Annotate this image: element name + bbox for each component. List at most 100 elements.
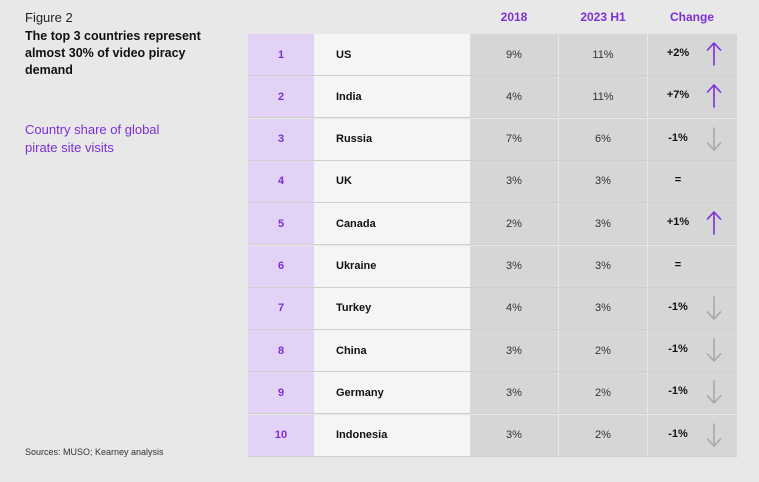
table-row: 6 Ukraine 3% 3% = [248,245,737,288]
column-gap [558,34,559,75]
change-cell: +1% [648,203,737,245]
table-row: 1 US 9% 11% +2% [248,34,737,76]
arrow-up-icon [706,42,722,66]
column-gap [647,287,648,329]
country-cell: Germany [314,372,470,414]
rank-cell: 5 [248,203,314,245]
value-2023-cell: 3% [559,287,647,329]
arrow-down-icon [706,380,722,405]
change-cell: -1% [648,330,737,372]
column-gap [647,414,648,456]
value-2023-cell: 3% [559,245,647,287]
row-divider [248,286,737,288]
value-2018-cell: 3% [470,330,558,372]
column-header-2018: 2018 [500,10,528,24]
column-gap [558,160,559,202]
value-2023-cell: 11% [559,34,647,75]
change-cell: = [648,245,737,287]
rank-cell: 4 [248,160,314,202]
country-cell: Indonesia [314,414,470,456]
value-2018-cell: 3% [470,414,558,456]
column-gap [558,76,559,118]
change-value: -1% [668,385,688,398]
value-2023-cell: 2% [559,414,647,456]
arrow-down-icon [706,422,722,447]
column-gap [558,287,559,329]
column-gap [647,245,648,287]
arrow-up-icon [706,84,722,109]
change-cell: = [648,160,737,202]
arrow-down-icon [706,295,722,320]
chart-title: The top 3 countries represent almost 30%… [25,29,201,77]
table-row: 8 China 3% 2% -1% [248,330,737,373]
change-cell: -1% [648,118,737,160]
column-header-change: Change [669,10,714,24]
rank-cell: 3 [248,118,314,160]
row-divider [248,201,737,203]
column-gap [647,330,648,372]
country-cell: China [314,330,470,372]
value-2018-cell: 3% [470,245,558,287]
column-gap [558,245,559,287]
column-gap [647,76,648,118]
country-share-table: 1 US 9% 11% +2% 2 India 4% 11% +7% 3 Russia 7% 6% -1% 4… [248,34,737,457]
figure-label: Figure 2 [25,10,73,25]
country-cell: US [314,34,470,75]
column-gap [558,372,559,414]
change-value: +1% [666,216,690,229]
change-cell: -1% [648,372,737,414]
column-gap [647,118,648,160]
column-gap [647,372,648,414]
value-2018-cell: 2% [470,203,558,245]
value-2018-cell: 4% [470,287,558,329]
arrow-up-icon [706,211,722,235]
value-2018-cell: 7% [470,118,558,160]
column-gap [647,203,648,245]
value-2018-cell: 4% [470,76,558,118]
column-gap [647,160,648,202]
column-gap [558,414,559,456]
change-value: +2% [666,47,690,59]
change-value: +7% [666,89,690,102]
rank-cell: 8 [248,330,314,372]
country-cell: Turkey [314,287,470,329]
change-value: -1% [668,300,688,313]
table-row: 3 Russia 7% 6% -1% [248,118,737,161]
rank-cell: 7 [248,287,314,329]
column-gap [558,203,559,245]
rank-cell: 2 [248,76,314,118]
country-cell: Canada [314,203,470,245]
row-divider [248,117,737,119]
change-cell: +7% [648,76,737,118]
table-row: 10 Indonesia 3% 2% -1% [248,414,737,457]
row-divider [248,413,737,415]
country-cell: Ukraine [314,245,470,287]
row-divider [248,75,737,76]
table-row: 9 Germany 3% 2% -1% [248,372,737,415]
value-2018-cell: 3% [470,160,558,202]
change-cell: -1% [648,414,737,456]
value-2023-cell: 2% [559,330,647,372]
value-2018-cell: 3% [470,372,558,414]
rank-cell: 9 [248,372,314,414]
change-value: -1% [668,427,688,440]
chart-subtitle: Country share of global pirate site visi… [25,122,160,155]
change-cell: -1% [648,287,737,329]
table-row: 2 India 4% 11% +7% [248,76,737,119]
country-cell: Russia [314,118,470,160]
change-value: = [674,173,682,186]
rank-cell: 10 [248,414,314,456]
value-2023-cell: 2% [559,372,647,414]
country-cell: UK [314,160,470,202]
column-gap [558,330,559,372]
column-header-2023: 2023 H1 [580,10,626,24]
row-divider [248,371,737,373]
arrow-down-icon [706,338,722,362]
table-row: 5 Canada 2% 3% +1% [248,203,737,246]
row-divider [248,244,737,246]
column-gap [647,34,648,75]
sources-note: Sources: MUSO; Kearney analysis [25,447,164,457]
table-row: 7 Turkey 4% 3% -1% [248,287,737,330]
change-cell: +2% [648,34,737,75]
value-2023-cell: 3% [559,203,647,245]
